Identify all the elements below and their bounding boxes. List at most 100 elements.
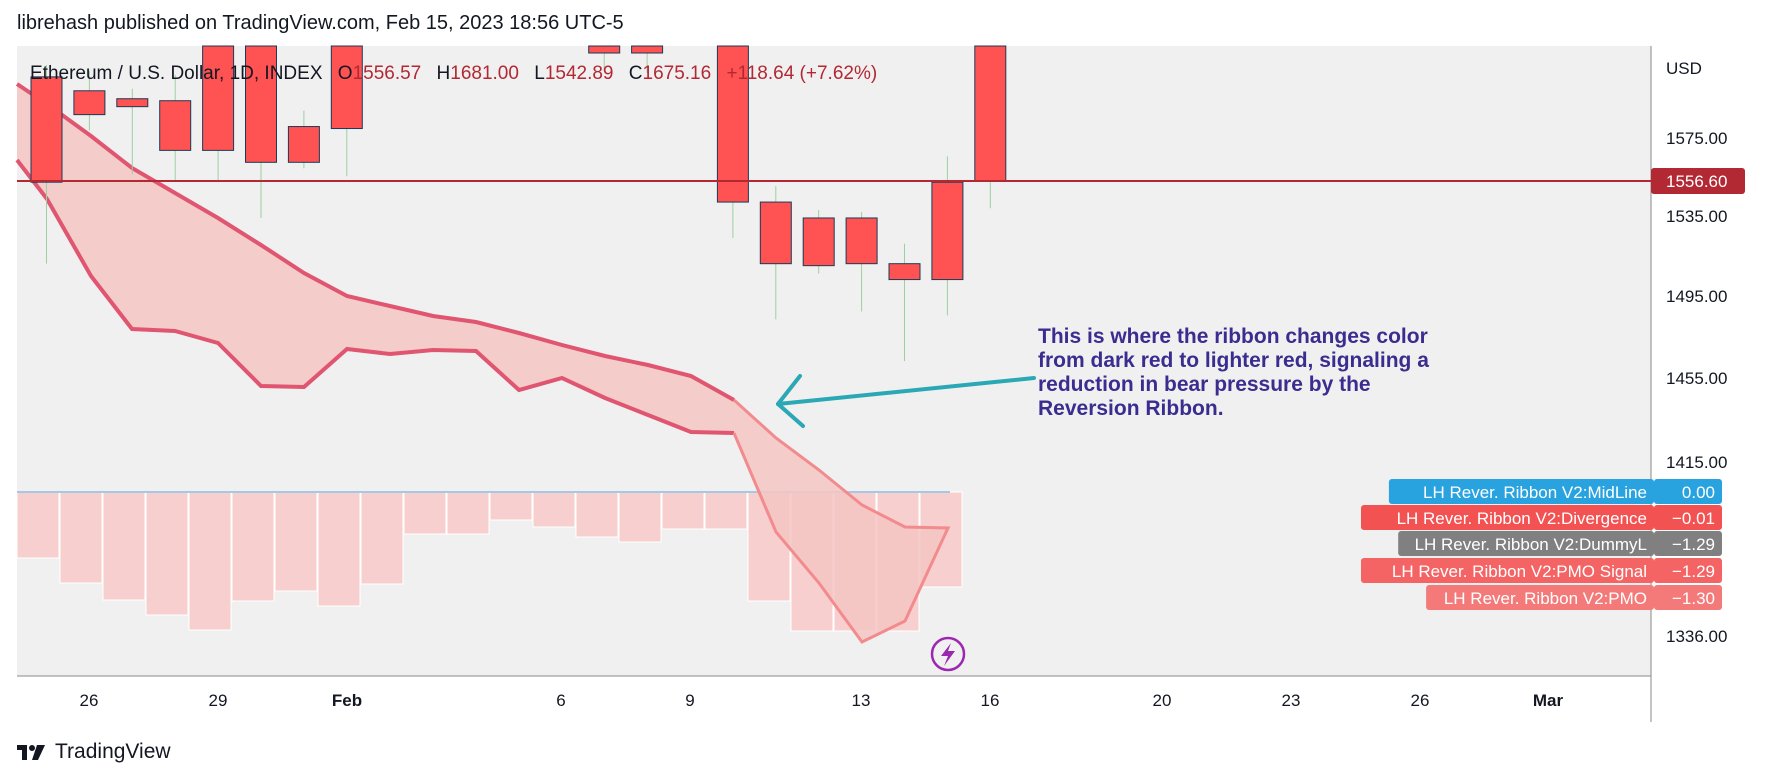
candle bbox=[888, 243, 921, 362]
candle-body bbox=[759, 201, 792, 265]
candlesticks bbox=[30, 45, 1007, 362]
time-tick-label: 20 bbox=[1153, 691, 1172, 710]
histogram-bar bbox=[704, 491, 748, 530]
time-tick-label: 23 bbox=[1282, 691, 1301, 710]
time-tick-label: 6 bbox=[556, 691, 565, 710]
indicator-legend-value: 0.00 bbox=[1682, 483, 1715, 502]
ribbon-light-segment bbox=[732, 398, 951, 644]
candle-body bbox=[330, 45, 363, 130]
histogram-bar bbox=[446, 491, 490, 535]
candle-body bbox=[588, 45, 621, 54]
time-tick-label: 26 bbox=[80, 691, 99, 710]
indicator-legend-name-bg bbox=[1398, 531, 1654, 556]
candle-body bbox=[716, 45, 749, 203]
indicator-legend-value-bg bbox=[1654, 505, 1722, 530]
indicator-legend-name: LH Rever. Ribbon V2:Divergence bbox=[1397, 509, 1647, 528]
reversion-ribbon bbox=[15, 82, 951, 644]
low-label: L bbox=[534, 63, 545, 84]
candle-body bbox=[802, 217, 835, 267]
annotation: This is where the ribbon changes colorfr… bbox=[776, 325, 1429, 428]
change-value: +118.64 (+7.62%) bbox=[726, 63, 877, 84]
open-value: 1556.57 bbox=[353, 63, 422, 84]
footer-brand[interactable]: TradingView bbox=[17, 740, 171, 764]
candle bbox=[116, 88, 149, 175]
candle bbox=[631, 45, 664, 73]
time-tick-label: 16 bbox=[981, 691, 1000, 710]
indicator-legend-value-bg bbox=[1654, 479, 1722, 504]
high-label: H bbox=[437, 63, 451, 84]
histogram-bar bbox=[188, 491, 232, 631]
lightning-icon[interactable] bbox=[930, 636, 966, 672]
candle-body bbox=[931, 181, 964, 281]
indicator-legend-value-bg bbox=[1654, 531, 1722, 556]
histogram-bar bbox=[102, 491, 146, 601]
candle bbox=[716, 45, 749, 238]
annotation-text-line: reduction in bear pressure by the bbox=[1038, 373, 1371, 396]
indicator-legend-name-bg bbox=[1361, 505, 1654, 530]
histogram-bar bbox=[360, 491, 404, 585]
indicator-legend-name: LH Rever. Ribbon V2:DummyL bbox=[1415, 535, 1647, 554]
close-label: C bbox=[629, 63, 643, 84]
indicator-legend-name-bg bbox=[1426, 585, 1654, 610]
candle-body bbox=[888, 263, 921, 281]
indicator-legend-value-bg bbox=[1654, 585, 1722, 610]
candle bbox=[974, 45, 1007, 209]
histogram-bar bbox=[274, 491, 318, 592]
candle-body bbox=[159, 100, 192, 151]
price-tick-label: 1575.00 bbox=[1666, 129, 1727, 148]
histogram-bar bbox=[575, 491, 619, 538]
indicator-legend-value-bg bbox=[1654, 558, 1722, 583]
candle-body bbox=[845, 217, 878, 265]
ribbon-lower-line bbox=[15, 158, 735, 435]
annotation-arrow-head bbox=[776, 374, 805, 428]
symbol-info-line: Ethereum / U.S. Dollar, 1D, INDEX O1556.… bbox=[30, 63, 877, 84]
last-price-badge bbox=[1651, 168, 1745, 194]
indicator-legend-name: LH Rever. Ribbon V2:MidLine bbox=[1423, 483, 1647, 502]
annotation-text-line: Reversion Ribbon. bbox=[1038, 397, 1224, 420]
indicator-legend-value: −1.29 bbox=[1672, 562, 1715, 581]
candle bbox=[759, 186, 792, 320]
indicator-legend-item[interactable]: LH Rever. Ribbon V2:MidLine 0.00 bbox=[1388, 479, 1722, 504]
indicator-legend-item[interactable]: LH Rever. Ribbon V2:Divergence −0.01 bbox=[1361, 505, 1722, 530]
histogram-bar bbox=[489, 491, 533, 521]
indicator-legend-name: LH Rever. Ribbon V2:PMO Signal bbox=[1392, 562, 1647, 581]
indicator-legend-value: −1.29 bbox=[1672, 535, 1715, 554]
annotation-arrow-shaft bbox=[776, 376, 1036, 406]
candle bbox=[802, 210, 835, 274]
candle-body bbox=[287, 126, 320, 163]
candle-body bbox=[974, 45, 1007, 182]
candle bbox=[845, 212, 878, 312]
symbol-name: Ethereum / U.S. Dollar, 1D, INDEX bbox=[30, 63, 323, 84]
candle bbox=[287, 110, 320, 169]
price-tick-label: 1415.00 bbox=[1666, 453, 1727, 472]
histogram-bar bbox=[16, 491, 60, 559]
svg-text:Ethereum / U.S. Dollar, 1D, IN: Ethereum / U.S. Dollar, 1D, INDEX O1556.… bbox=[30, 63, 877, 84]
annotation-text-line: This is where the ribbon changes color bbox=[1038, 325, 1428, 348]
close-value: 1675.16 bbox=[643, 63, 712, 84]
price-tick-label: 1336.00 bbox=[1666, 627, 1727, 646]
candle bbox=[931, 156, 964, 316]
indicator-legend-name-bg bbox=[1388, 479, 1654, 504]
time-tick-label: 29 bbox=[209, 691, 228, 710]
high-value: 1681.00 bbox=[450, 63, 519, 84]
indicator-legend-name-bg bbox=[1361, 558, 1654, 583]
indicator-legend-item[interactable]: LH Rever. Ribbon V2:PMO −1.30 bbox=[1426, 585, 1722, 610]
histogram-bar bbox=[532, 491, 576, 528]
price-tick-label: 1535.00 bbox=[1666, 207, 1727, 226]
footer-brand-label: TradingView bbox=[55, 740, 171, 763]
time-tick-label: 26 bbox=[1411, 691, 1430, 710]
candle bbox=[30, 64, 63, 264]
indicator-legend-item[interactable]: LH Rever. Ribbon V2:DummyL −1.29 bbox=[1398, 531, 1722, 556]
candle bbox=[202, 45, 235, 183]
candle-body bbox=[631, 45, 664, 54]
candle-body bbox=[202, 45, 235, 151]
time-tick-label: 13 bbox=[852, 691, 871, 710]
histogram-bar bbox=[59, 491, 103, 584]
candle bbox=[588, 45, 621, 71]
candle-body bbox=[116, 98, 149, 108]
open-label: O bbox=[338, 63, 353, 84]
histogram-bar bbox=[618, 491, 662, 543]
indicator-legend-item[interactable]: LH Rever. Ribbon V2:PMO Signal −1.29 bbox=[1361, 558, 1722, 583]
